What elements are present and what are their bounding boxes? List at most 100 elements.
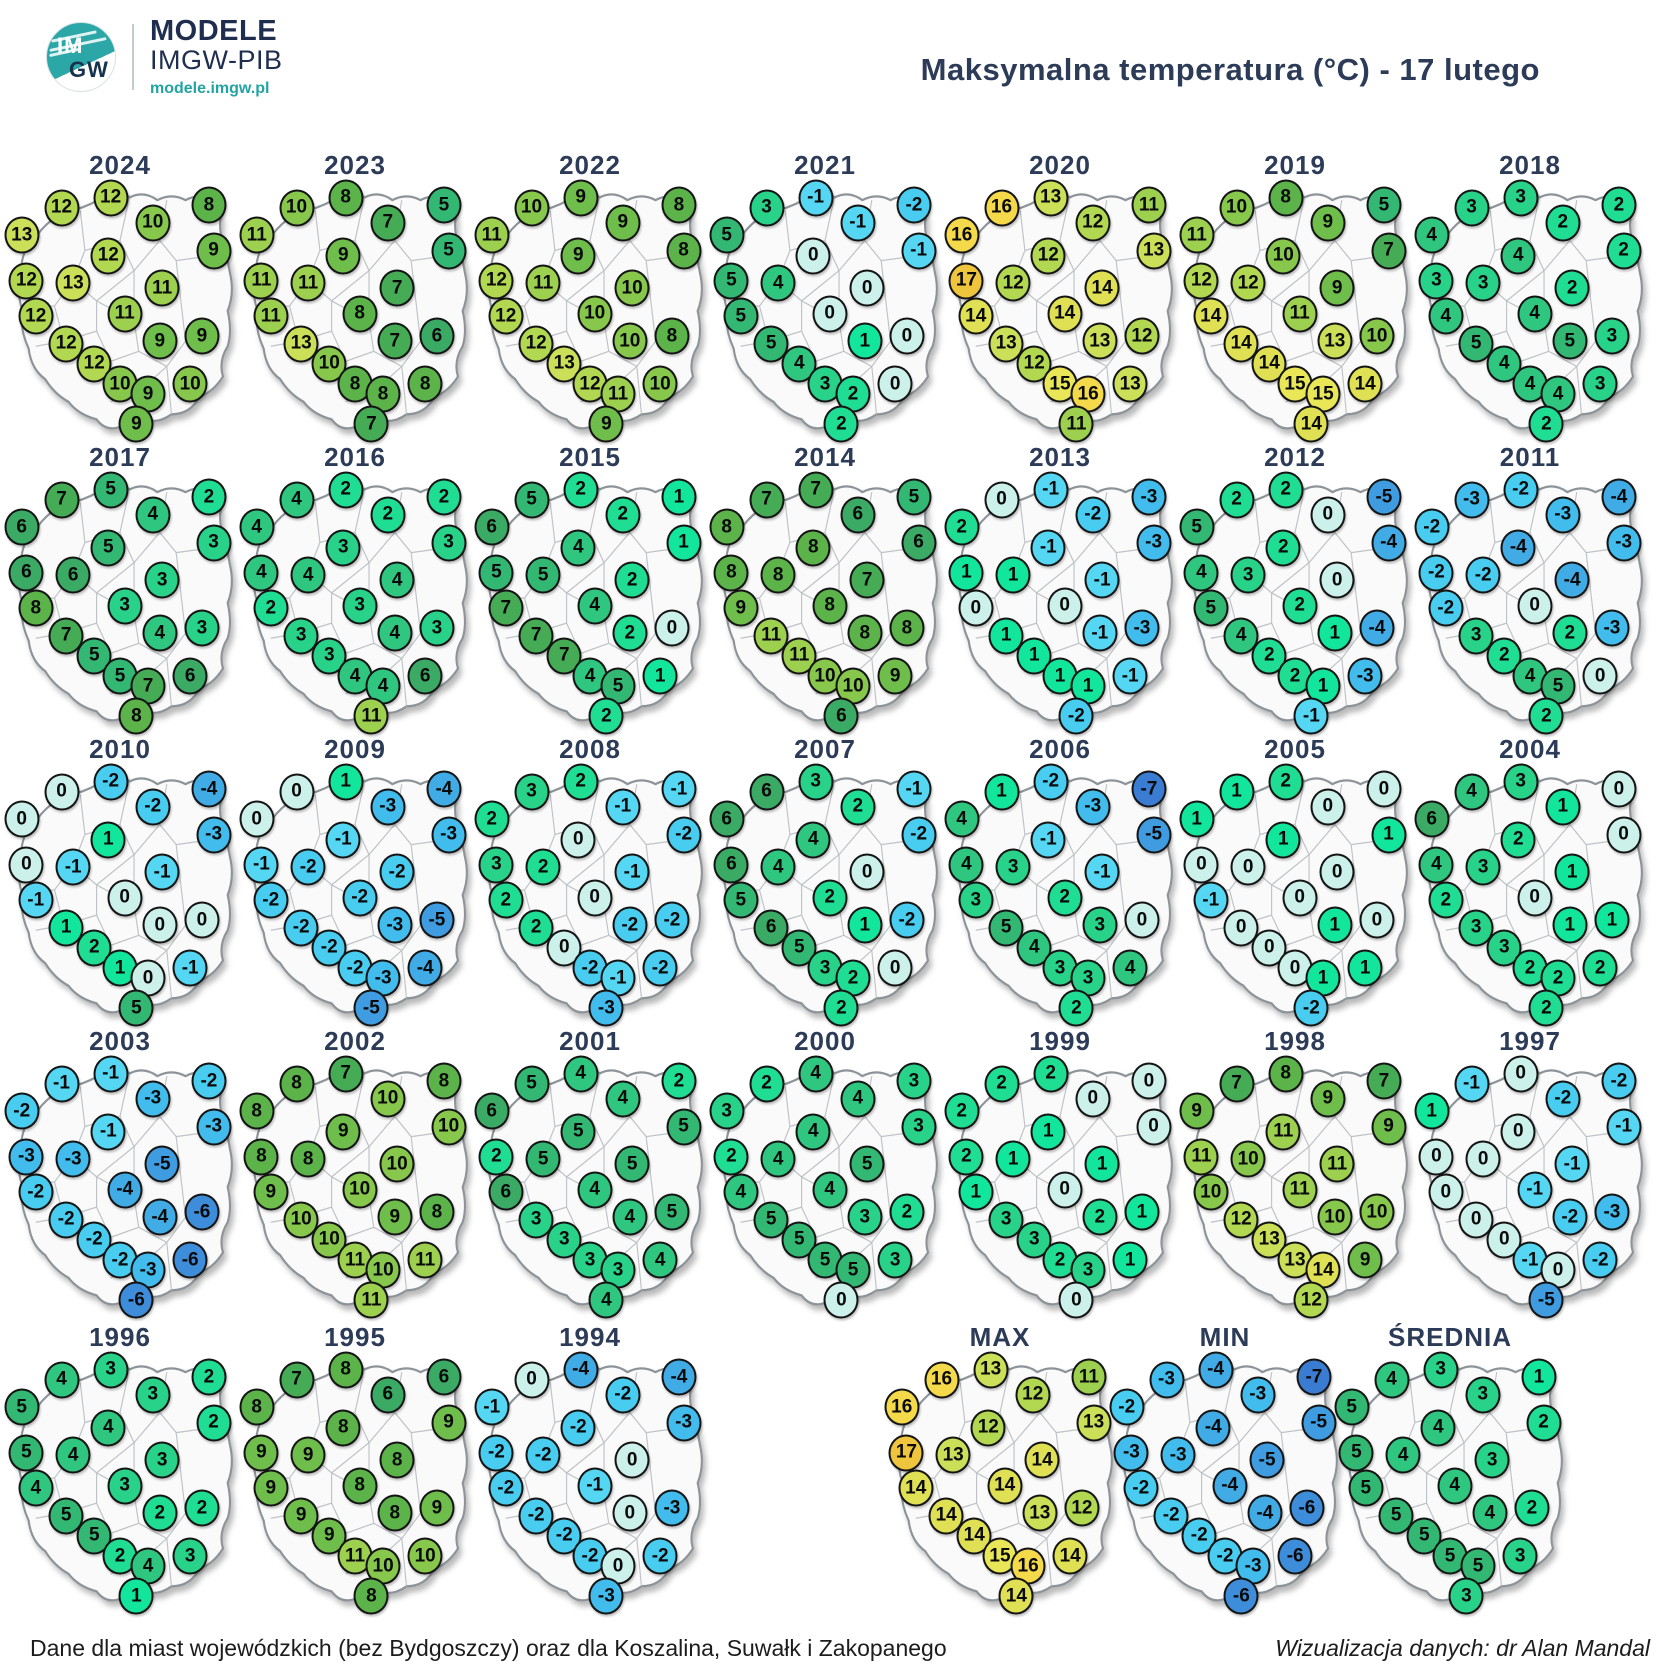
temp-circle-zakopane: -2 <box>1058 697 1094 735</box>
logo-url-link[interactable]: modele.imgw.pl <box>150 79 270 97</box>
temp-circle-gorz-w-wielkopolski: 11 <box>243 262 279 300</box>
map-2024: 2024 13 12 12 10 8 9 12 12 13 11 12 11 12 9 9 12 10 9 10 9 <box>3 150 237 443</box>
temp-circle-koszalin: -1 <box>44 1065 79 1103</box>
map-title-2021: 2021 <box>794 150 856 180</box>
temp-circle-suwa-ki: 1 <box>1521 1358 1557 1396</box>
temp-circle-rzesz-w: 11 <box>407 1241 443 1279</box>
map-title-2000: 2000 <box>794 1026 856 1056</box>
map-2010: 2010 0 0 -2 -2 -4 -3 1 0 -1 -1 -1 0 1 0 0 2 1 0 -1 5 <box>3 734 237 1027</box>
temp-circle-szczecin: 0 <box>4 800 40 838</box>
temp-circle-kielce: 3 <box>1082 906 1118 944</box>
map-box: 8 8 7 10 8 10 9 8 8 10 9 10 10 9 8 10 11 10 11 11 <box>238 1055 472 1319</box>
temp-circle-kielce: -2 <box>1552 1198 1588 1236</box>
temp-circle-szczecin: 2 <box>474 800 510 838</box>
temp-circle-koszalin: 1 <box>984 773 1019 811</box>
temp-circle-warszawa: 11 <box>144 269 180 307</box>
temp-circle-bia-ystok: 2 <box>1606 232 1642 270</box>
temp-circle-szczecin: 16 <box>944 216 980 254</box>
temp-circle-bia-ystok: 9 <box>1371 1108 1407 1146</box>
temp-circle--d-: 0 <box>577 879 613 917</box>
map-2006: 2006 4 1 -2 -3 -7 -5 -1 4 3 -1 3 2 5 3 0 4 3 3 4 2 <box>943 734 1177 1027</box>
map-title-2014: 2014 <box>794 442 856 472</box>
temp-circle-koszalin: 6 <box>749 773 784 811</box>
temp-circle-koszalin: 5 <box>514 1065 549 1103</box>
temp-circle-zielona-g-ra: 9 <box>253 1173 289 1211</box>
temp-circle-gorz-w-wielkopolski: 12 <box>1183 262 1219 300</box>
map-box: 16 16 13 12 11 13 12 17 12 14 14 14 13 13 12 12 15 16 13 11 <box>943 179 1177 443</box>
map-2005: 2005 1 1 2 0 0 1 1 0 0 0 -1 0 0 1 0 0 0 1 1 -2 <box>1178 734 1412 1027</box>
temp-circle-warszawa: 0 <box>614 1441 650 1479</box>
temp-circle-zielona-g-ra: 14 <box>898 1469 934 1507</box>
temp-circle-bia-ystok: 9 <box>196 232 232 270</box>
temp-circle-rzesz-w: 10 <box>642 365 678 403</box>
temp-circle--d-: 14 <box>987 1467 1023 1505</box>
temp-circle-kielce: -2 <box>612 906 648 944</box>
temp-circle-gda-sk: -4 <box>1198 1351 1234 1389</box>
map-title-min: MIN <box>1199 1322 1251 1352</box>
temp-circle-zakopane: 2 <box>1528 697 1564 735</box>
temp-circle--d-: 8 <box>342 295 378 333</box>
footer-data-note: Dane dla miast wojewódzkich (bez Bydgosz… <box>30 1635 947 1661</box>
temp-circle-suwa-ki: -7 <box>1131 770 1167 808</box>
temp-circle-gda-sk: 3 <box>1503 179 1539 217</box>
temp-circle-warszawa: 10 <box>379 1145 415 1183</box>
temp-circle-pozna-: 9 <box>290 1436 326 1474</box>
temp-circle-zielona-g-ra: 5 <box>723 297 759 335</box>
temp-circle-toru-: 10 <box>1265 237 1301 275</box>
temp-circle-rzesz-w: -6 <box>172 1241 208 1279</box>
map-box: 5 2 2 0 -5 -4 2 4 3 0 5 2 4 1 -4 2 2 1 -3 -1 <box>1178 471 1412 735</box>
temp-circle-gorz-w-wielkopolski: 11 <box>1183 1138 1219 1176</box>
temp-circle-olsztyn: 6 <box>840 496 876 534</box>
temp-circle-toru-: 2 <box>1500 821 1536 859</box>
temp-circle-zakopane: 11 <box>353 697 389 735</box>
temp-circle-zakopane: 11 <box>353 1281 389 1319</box>
temp-circle-wroc-aw: 2 <box>518 909 554 947</box>
temp-circle-toru-: 1 <box>1030 1113 1066 1151</box>
temp-circle-wroc-aw: 7 <box>518 617 554 655</box>
temp-circle-pozna-: 5 <box>525 556 561 594</box>
temp-circle-zakopane: 3 <box>1448 1577 1484 1615</box>
temp-circle-warszawa: 2 <box>614 561 650 599</box>
temp-circle-katowice: 10 <box>102 365 138 403</box>
logo-brand: MODELE <box>150 15 278 47</box>
temp-circle-suwa-ki: 11 <box>1071 1358 1107 1396</box>
map-2016: 2016 4 4 2 2 2 3 3 4 4 4 2 3 3 4 3 3 4 4 6 11 <box>238 442 472 735</box>
temp-circle--d-: 4 <box>1517 295 1553 333</box>
map-2023: 2023 11 10 8 7 5 5 9 11 11 7 11 8 13 7 6 10 8 8 8 7 <box>238 150 472 443</box>
temp-circle-zielona-g-ra: 14 <box>958 297 994 335</box>
temp-circle-szczecin: -2 <box>1109 1388 1145 1426</box>
temp-circle-gda-sk: 1 <box>328 763 364 801</box>
temp-circle-olsztyn: 2 <box>840 788 876 826</box>
temp-circle-zielona-g-ra: -2 <box>1123 1469 1159 1507</box>
temp-circle-lublin: 5 <box>654 1193 690 1231</box>
temp-circle-bia-ystok: 3 <box>901 1108 937 1146</box>
temp-circle-zielona-g-ra: -1 <box>1193 881 1229 919</box>
map-2020: 2020 16 16 13 12 11 13 12 17 12 14 14 14 13 13 12 12 15 16… <box>943 150 1177 443</box>
map-title-średnia: ŚREDNIA <box>1387 1322 1512 1352</box>
temp-circle-warszawa: 3 <box>1474 1441 1510 1479</box>
temp-circle--d-: 0 <box>1282 879 1318 917</box>
map-title-2017: 2017 <box>89 442 151 472</box>
temp-circle-rzesz-w: 10 <box>407 1537 443 1575</box>
temp-circle-toru-: 1 <box>1265 821 1301 859</box>
temp-circle-gda-sk: -2 <box>1033 763 1069 801</box>
temp-circle-katowice: 5 <box>102 657 138 695</box>
page-title: Maksymalna temperatura (°C) - 17 lutego <box>920 52 1540 87</box>
temp-circle-olsztyn: 3 <box>1465 1376 1501 1414</box>
temp-circle-zakopane: 4 <box>588 1281 624 1319</box>
temp-circle-olsztyn: 3 <box>135 1376 171 1414</box>
map-2015: 2015 6 5 2 2 1 1 4 5 5 2 7 4 7 2 0 7 4 5 1 2 <box>473 442 707 735</box>
temp-circle-gorz-w-wielkopolski: 3 <box>1418 262 1454 300</box>
temp-circle-gorz-w-wielkopolski: 0 <box>1183 846 1219 884</box>
temp-circle-szczecin: 6 <box>709 800 745 838</box>
temp-circle-lublin: 9 <box>419 1489 455 1527</box>
temp-circle-toru-: -1 <box>1030 529 1066 567</box>
temp-circle--d-: 3 <box>107 1467 143 1505</box>
temp-circle-gda-sk: 4 <box>798 1055 834 1093</box>
temp-circle--d-: -1 <box>577 1467 613 1505</box>
temp-circle-koszalin: 3 <box>749 189 784 227</box>
map-box: 4 4 2 2 2 3 3 4 4 4 2 3 3 4 3 3 4 4 6 11 <box>238 471 472 735</box>
temp-circle-lublin: 2 <box>184 1489 220 1527</box>
temp-circle-suwa-ki: -5 <box>1366 478 1402 516</box>
temp-circle-szczecin: 8 <box>239 1092 275 1130</box>
